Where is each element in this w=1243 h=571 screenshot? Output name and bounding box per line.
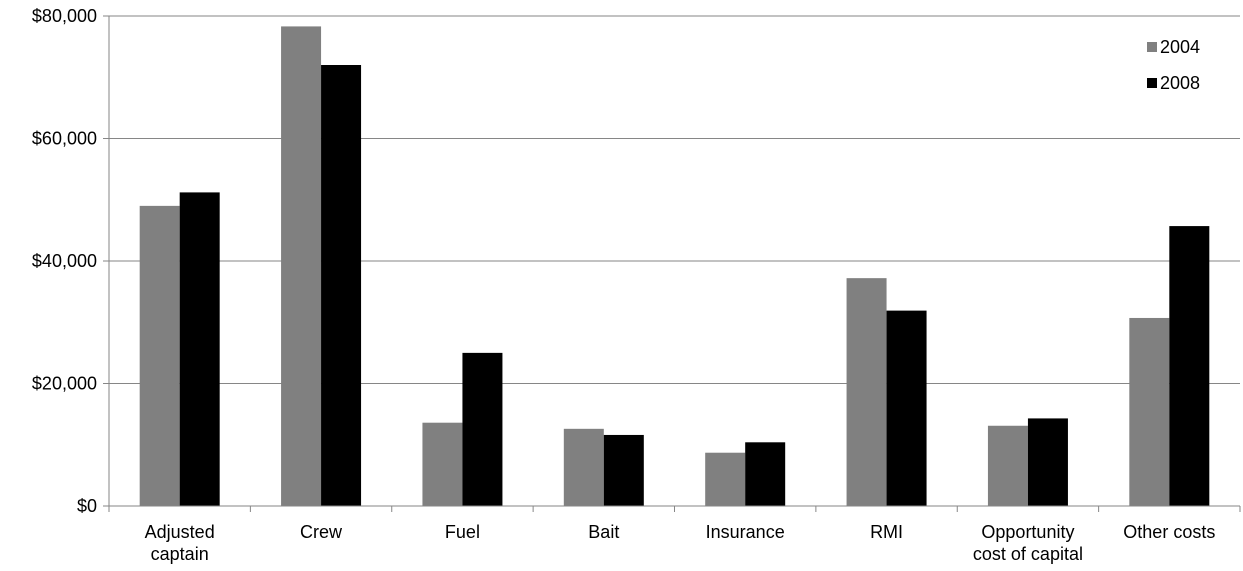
- bar-2008-0: [179, 192, 220, 506]
- y-tick-label: $40,000: [32, 251, 97, 271]
- x-category-label: captain: [151, 544, 209, 564]
- x-category-label: Bait: [588, 522, 619, 542]
- bar-2004-5: [846, 278, 887, 506]
- x-category-label: Adjusted: [145, 522, 215, 542]
- bar-2004-2: [422, 422, 463, 506]
- x-category-label: Fuel: [445, 522, 480, 542]
- bar-2004-7: [1129, 317, 1170, 506]
- y-tick-label: $60,000: [32, 129, 97, 149]
- x-category-label: Other costs: [1123, 522, 1215, 542]
- y-axis-tick-labels: $0 $20,000 $40,000 $60,000 $80,000: [32, 6, 97, 516]
- y-tick-label: $80,000: [32, 6, 97, 26]
- x-category-label: Crew: [300, 522, 343, 542]
- bar-2004-0: [139, 205, 180, 506]
- x-category-label: Opportunity: [981, 522, 1074, 542]
- x-category-label: Insurance: [706, 522, 785, 542]
- bar-2008-4: [745, 442, 786, 506]
- x-category-label: RMI: [870, 522, 903, 542]
- legend-swatch-2004: [1147, 42, 1157, 52]
- bar-2008-5: [886, 310, 927, 506]
- bar-2004-6: [987, 425, 1028, 506]
- legend-label-2004: 2004: [1160, 37, 1200, 57]
- bar-2004-4: [705, 452, 746, 506]
- legend-swatch-2008: [1147, 78, 1157, 88]
- bar-2008-2: [462, 352, 503, 506]
- axes: [103, 15, 1241, 512]
- legend: 2004 2008: [1147, 37, 1200, 93]
- bar-2008-3: [603, 434, 644, 506]
- bar-2008-6: [1027, 418, 1068, 506]
- y-tick-label: $20,000: [32, 374, 97, 394]
- y-tick-label: $0: [77, 496, 97, 516]
- bar-2008-1: [321, 65, 362, 506]
- gridlines: [109, 15, 1240, 384]
- x-category-label: cost of capital: [973, 544, 1083, 564]
- bar-2004-3: [563, 428, 604, 506]
- bars: [139, 26, 1210, 506]
- bar-2008-7: [1169, 226, 1210, 506]
- bar-2004-1: [281, 26, 322, 506]
- legend-label-2008: 2008: [1160, 73, 1200, 93]
